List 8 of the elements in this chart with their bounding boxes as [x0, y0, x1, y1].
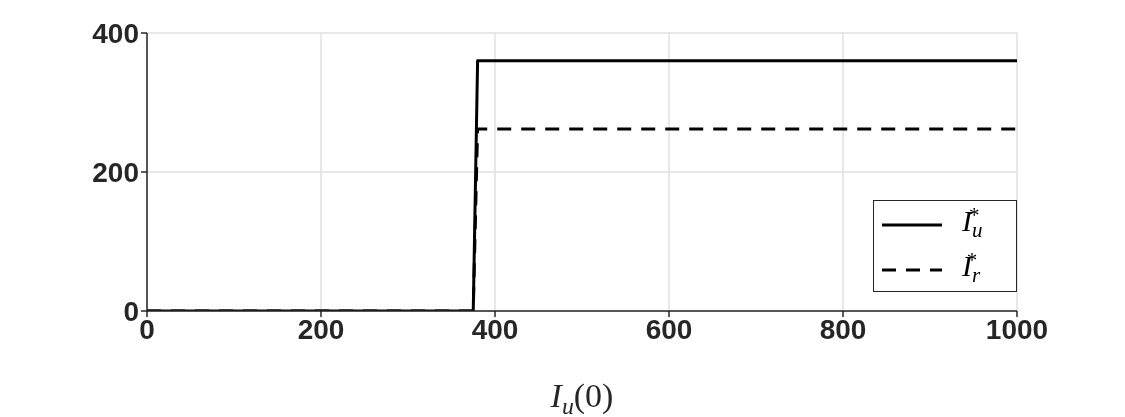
y-tick-label: 200	[92, 156, 139, 188]
x-tick-label: 400	[471, 313, 519, 345]
x-tick-label: 800	[819, 313, 867, 345]
x-tick-label: 1000	[985, 313, 1049, 345]
y-tick-label: 400	[92, 17, 139, 49]
x-tick-label: 200	[297, 313, 345, 345]
x-axis-title: I$_{u}$(0)	[549, 377, 614, 417]
x-tick-label: 600	[645, 313, 693, 345]
